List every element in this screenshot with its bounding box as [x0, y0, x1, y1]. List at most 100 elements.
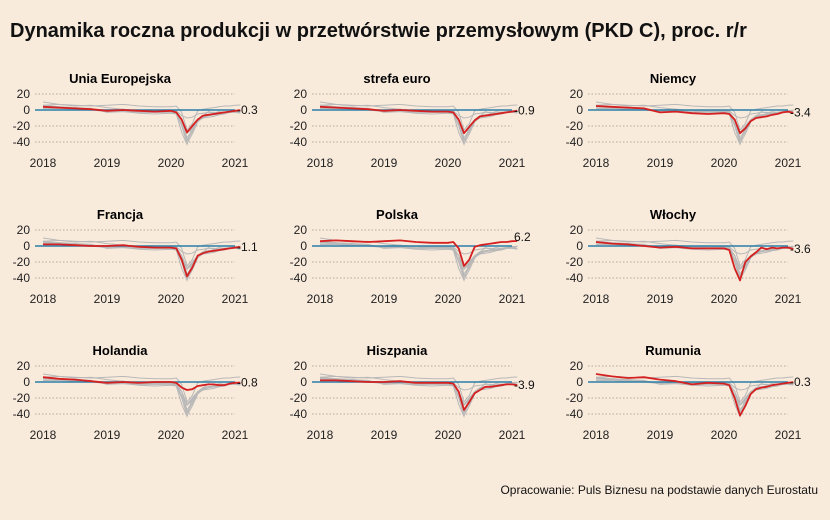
background-series-line — [319, 375, 518, 404]
highlight-series-line — [43, 243, 241, 278]
y-tick-label: -40 — [566, 135, 584, 149]
y-tick-label: 20 — [294, 359, 308, 373]
highlight-series-line — [319, 105, 518, 135]
panel-title: Unia Europejska — [69, 71, 172, 86]
panel-title: Niemcy — [650, 71, 697, 86]
x-tick-label: 2021 — [222, 156, 249, 170]
y-tick-label: 0 — [300, 239, 307, 253]
y-tick-label: 0 — [23, 103, 30, 117]
panel-8: Hiszpania 20 0 -20 -40 -3.9 2018 2019 2020 2021 — [290, 343, 535, 442]
x-tick-label: 2020 — [158, 292, 185, 306]
x-tick-label: 2020 — [435, 292, 462, 306]
background-series-line — [595, 239, 794, 268]
highlight-series-line — [595, 105, 794, 135]
x-tick-label: 2019 — [647, 428, 674, 442]
highlight-series-line — [42, 105, 241, 134]
y-tick-label: -40 — [13, 407, 31, 421]
y-tick-label: 0 — [23, 375, 30, 389]
background-series-line — [595, 101, 794, 145]
end-value-label: -3.4 — [790, 106, 811, 120]
x-tick-label: 2021 — [499, 292, 526, 306]
background-series-line — [319, 103, 518, 132]
x-tick-label: 2018 — [307, 428, 334, 442]
x-tick-label: 2018 — [307, 156, 334, 170]
panel-9: Rumunia 20 0 -20 -40 -0.3 2018 2019 2020 2021 — [566, 343, 811, 442]
y-tick-label: -40 — [566, 407, 584, 421]
panel-title: Hiszpania — [367, 343, 428, 358]
y-tick-label: -40 — [13, 271, 31, 285]
source-note: Opracowanie: Puls Biznesu na podstawie d… — [500, 483, 818, 497]
y-tick-label: -20 — [13, 255, 31, 269]
panel-6: Włochy 20 0 -20 -40 -3.6 2018 2019 2020 2021 — [566, 207, 811, 306]
y-tick-label: -40 — [13, 135, 31, 149]
x-tick-label: 2018 — [583, 428, 610, 442]
y-tick-label: -20 — [290, 391, 308, 405]
x-tick-label: 2019 — [371, 292, 398, 306]
x-tick-label: 2018 — [307, 292, 334, 306]
y-tick-label: -40 — [290, 135, 308, 149]
highlight-series-line — [595, 241, 794, 282]
panel-4: Francja 20 0 -20 -40 -1.1 2018 2019 2020 2021 — [13, 207, 258, 306]
x-tick-label: 2021 — [499, 428, 526, 442]
x-tick-label: 2019 — [371, 156, 398, 170]
x-tick-label: 2019 — [647, 292, 674, 306]
background-series-line — [319, 241, 518, 282]
x-tick-label: 2018 — [30, 156, 57, 170]
end-value-label: -0.3 — [790, 375, 811, 389]
panel-title: strefa euro — [363, 71, 430, 86]
y-tick-label: 20 — [17, 223, 31, 237]
panel-title: Polska — [376, 207, 419, 222]
x-tick-label: 2020 — [711, 428, 738, 442]
x-tick-label: 2020 — [711, 292, 738, 306]
y-tick-label: 0 — [23, 239, 30, 253]
x-tick-label: 2020 — [435, 156, 462, 170]
y-tick-label: 0 — [576, 375, 583, 389]
panel-7: Holandia 20 0 -20 -40 -0.8 2018 2019 2020 2021 — [13, 343, 258, 442]
end-value-label: -0.9 — [514, 104, 535, 118]
end-value-label: -3.9 — [514, 378, 535, 392]
background-series-line — [42, 103, 241, 132]
panel-5: Polska 20 0 -20 -40 6.2 2018 2019 2020 2021 — [290, 207, 531, 306]
highlight-series-line — [319, 239, 518, 267]
x-tick-label: 2019 — [94, 292, 121, 306]
x-tick-label: 2020 — [158, 428, 185, 442]
panel-1: Unia Europejska 20 0 -20 -40 -0.3 2018 2019 2020… — [13, 71, 258, 170]
end-value-label: -3.6 — [790, 242, 811, 256]
x-tick-label: 2019 — [371, 428, 398, 442]
y-tick-label: 0 — [576, 239, 583, 253]
x-tick-label: 2021 — [499, 156, 526, 170]
y-tick-label: -40 — [290, 271, 308, 285]
end-value-label: -0.3 — [237, 103, 258, 117]
highlight-series-line — [42, 376, 241, 391]
y-tick-label: 0 — [300, 375, 307, 389]
y-tick-label: -20 — [290, 255, 308, 269]
x-tick-label: 2021 — [775, 156, 802, 170]
highlight-series-line — [320, 379, 518, 411]
background-series-line — [42, 239, 241, 268]
x-tick-label: 2018 — [583, 292, 610, 306]
x-tick-label: 2020 — [711, 156, 738, 170]
end-value-label: -0.8 — [237, 376, 258, 390]
x-tick-label: 2019 — [647, 156, 674, 170]
x-tick-label: 2021 — [775, 292, 802, 306]
y-tick-label: 0 — [576, 103, 583, 117]
y-tick-label: -20 — [566, 119, 584, 133]
y-tick-label: -40 — [566, 271, 584, 285]
y-tick-label: -20 — [13, 391, 31, 405]
panel-title: Holandia — [93, 343, 149, 358]
x-tick-label: 2018 — [30, 428, 57, 442]
y-tick-label: 20 — [570, 87, 584, 101]
x-tick-label: 2021 — [775, 428, 802, 442]
x-tick-label: 2020 — [435, 428, 462, 442]
end-value-label: 6.2 — [514, 230, 531, 244]
highlight-series-line — [595, 373, 794, 417]
end-value-label: -1.1 — [237, 240, 258, 254]
y-tick-label: 0 — [300, 103, 307, 117]
y-tick-label: 20 — [570, 223, 584, 237]
panel-3: Niemcy 20 0 -20 -40 -3.4 2018 2019 2020 2021 — [566, 71, 811, 170]
panel-title: Francja — [97, 207, 144, 222]
y-tick-label: -20 — [566, 255, 584, 269]
panel-title: Włochy — [650, 207, 697, 222]
background-series-line — [595, 103, 794, 132]
background-series-line — [319, 240, 518, 255]
